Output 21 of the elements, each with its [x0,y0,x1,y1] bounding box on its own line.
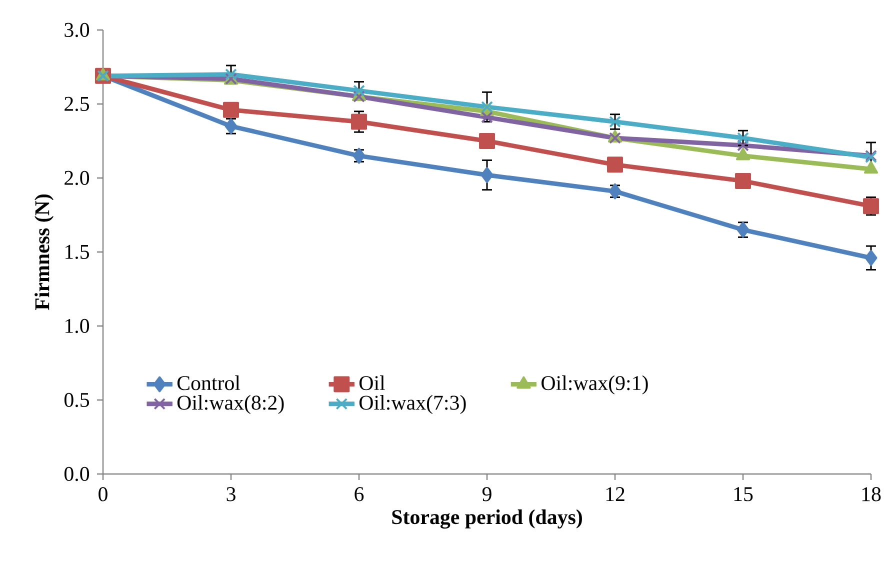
y-tick-label: 1.0 [66,318,90,334]
y-tick-label: 1.5 [66,244,90,260]
y-tick-label: 0.5 [64,392,90,408]
x-axis-title: Storage period (days) [392,509,582,529]
y-axis-title: Firmness (N) [34,194,54,310]
legend-label: Oil:wax(9:1) [542,375,648,394]
x-tick-label: 0 [98,487,108,502]
x-tick-label: 12 [606,487,624,502]
legend-label: Oil:wax(8:2) [177,395,284,414]
x-tick-label: 6 [354,487,364,502]
legend-label: Oil [359,375,385,390]
x-tick-label: 9 [482,487,492,502]
y-tick-label: 3.0 [64,22,90,38]
x-tick-label: 15 [734,487,753,502]
legend-label: Oil:wax(7:3) [359,395,466,414]
legend-label: Control [177,375,240,390]
y-tick-label: 2.5 [64,96,90,112]
y-tick-label: 2.0 [64,170,90,186]
x-tick-label: 18 [862,487,881,502]
x-tick-label: 3 [226,487,236,502]
y-tick-label: 0.0 [64,466,90,482]
